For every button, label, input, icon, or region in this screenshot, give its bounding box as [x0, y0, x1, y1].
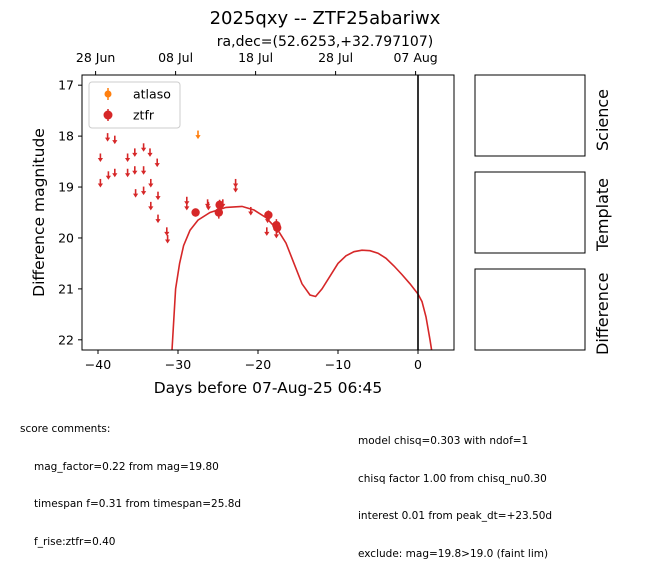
atlaso-upper-limit-marker	[195, 130, 201, 140]
x-tick-label: −40	[85, 357, 111, 372]
top-date-tick-label: 28 Jun	[76, 50, 115, 65]
top-date-tick-label: 08 Jul	[158, 50, 193, 65]
ztfr-upper-limit-marker	[264, 227, 270, 236]
legend-label: ztfr	[133, 108, 155, 123]
ztfr-upper-limit-marker	[112, 168, 118, 178]
ztfr-detection-point	[264, 210, 273, 220]
plot-frame	[81, 74, 455, 351]
y-tick-label: 18	[58, 129, 74, 144]
y-tick-label: 17	[58, 78, 74, 93]
panel-difference	[474, 268, 586, 351]
y-tick-label: 21	[58, 281, 74, 296]
legend: atlaso ztfr	[88, 81, 181, 129]
ztfr-upper-limit-marker	[97, 153, 103, 162]
ztfr-detection-point	[191, 208, 200, 217]
chart-title: 2025qxy -- ZTF25abariwx	[209, 8, 441, 29]
panel-template	[474, 171, 586, 254]
panel-label-difference: Difference	[593, 272, 612, 355]
ztfr-upper-limit-marker	[105, 171, 111, 180]
ztfr-upper-limit-marker	[148, 201, 154, 211]
ztfr-upper-limit-marker	[132, 166, 138, 175]
light-curve-plot: −40 −30 −20 −10 0 17 18 19 20 21 22 28 Jun 08 Jul 18 …	[30, 50, 586, 397]
legend-marker	[104, 90, 112, 98]
ztfr-detection-point	[215, 199, 224, 210]
x-tick-label: −20	[245, 357, 271, 372]
plot-area	[97, 75, 433, 350]
legend-label: atlaso	[133, 87, 171, 102]
panel-science	[474, 74, 586, 157]
ztfr-upper-limit-marker	[141, 166, 147, 175]
ztfr-upper-limit-marker	[155, 191, 161, 201]
ztfr-upper-limit-marker	[165, 234, 171, 244]
ztfr-upper-limit-marker	[141, 186, 147, 196]
ztfr-upper-limit-marker	[154, 158, 160, 168]
legend-marker	[103, 110, 113, 120]
ztfr-upper-limit-marker	[133, 189, 139, 198]
top-date-tick-label: 18 Jul	[238, 50, 273, 65]
panel-label-science: Science	[593, 88, 612, 151]
ztfr-upper-limit-marker	[125, 153, 131, 162]
ztfr-upper-limit-marker	[147, 148, 153, 157]
ztfr-upper-limit-marker	[112, 135, 118, 145]
ztfr-upper-limit-marker	[148, 178, 154, 188]
ztfr-upper-limit-marker	[141, 143, 147, 152]
y-tick-label: 22	[58, 332, 74, 347]
ztfr-upper-limit-marker	[164, 227, 170, 236]
legend-entry-ztfr: ztfr	[103, 108, 155, 123]
chart-subtitle: ra,dec=(52.6253,+32.797107)	[216, 34, 434, 50]
x-axis-label: Days before 07-Aug-25 06:45	[154, 379, 383, 397]
plot-clip-group	[97, 130, 433, 350]
ztfr-upper-limit-marker	[155, 214, 161, 224]
ztfr-upper-limit-marker	[132, 148, 138, 157]
ztfr-detection-point	[273, 222, 282, 233]
model-comment-line: interest 0.01 from peak_dt=+23.50d	[358, 510, 553, 522]
panel-label-template: Template	[593, 177, 612, 251]
score-comments: score comments: mag_factor=0.22 from mag…	[20, 398, 241, 561]
y-tick-label: 20	[58, 230, 74, 245]
top-date-tick-label: 07 Aug	[393, 50, 437, 65]
ztfr-upper-limit-marker	[184, 201, 190, 211]
ztfr-upper-limit-marker	[125, 168, 131, 178]
image-panels	[474, 74, 586, 351]
model-comment-line: exclude: mag=19.8>19.0 (faint lim)	[358, 547, 549, 560]
legend-entry-atlaso: atlaso	[104, 87, 171, 102]
score-comments-header: score comments:	[20, 423, 111, 435]
ztfr-upper-limit-marker	[205, 201, 211, 211]
x-tick-label: 0	[414, 357, 422, 372]
model-comment-line: chisq factor 1.00 from chisq_nu0.30	[358, 472, 547, 485]
score-comment-line: f_rise:ztfr=0.40	[34, 535, 116, 548]
model-curve	[171, 205, 433, 350]
y-tick-label: 19	[58, 180, 74, 195]
x-tick-label: −30	[165, 357, 191, 372]
model-comments: model chisq=0.303 with ndof=1 chisq fact…	[358, 410, 552, 573]
top-date-tick-label: 28 Jul	[318, 50, 353, 65]
axes: −40 −30 −20 −10 0 17 18 19 20 21 22 28 Jun 08 Jul 18 …	[30, 50, 455, 397]
y-axis-label: Difference magnitude	[30, 128, 48, 297]
ztfr-upper-limit-marker	[105, 133, 111, 142]
model-comment-line: model chisq=0.303 with ndof=1	[358, 435, 529, 447]
x-tick-label: −10	[325, 357, 351, 372]
ztfr-upper-limit-marker	[97, 178, 103, 188]
ztfr-upper-limit-marker	[248, 206, 254, 216]
score-comment-line: mag_factor=0.22 from mag=19.80	[34, 460, 219, 473]
ztfr-upper-limit-marker	[233, 184, 239, 193]
